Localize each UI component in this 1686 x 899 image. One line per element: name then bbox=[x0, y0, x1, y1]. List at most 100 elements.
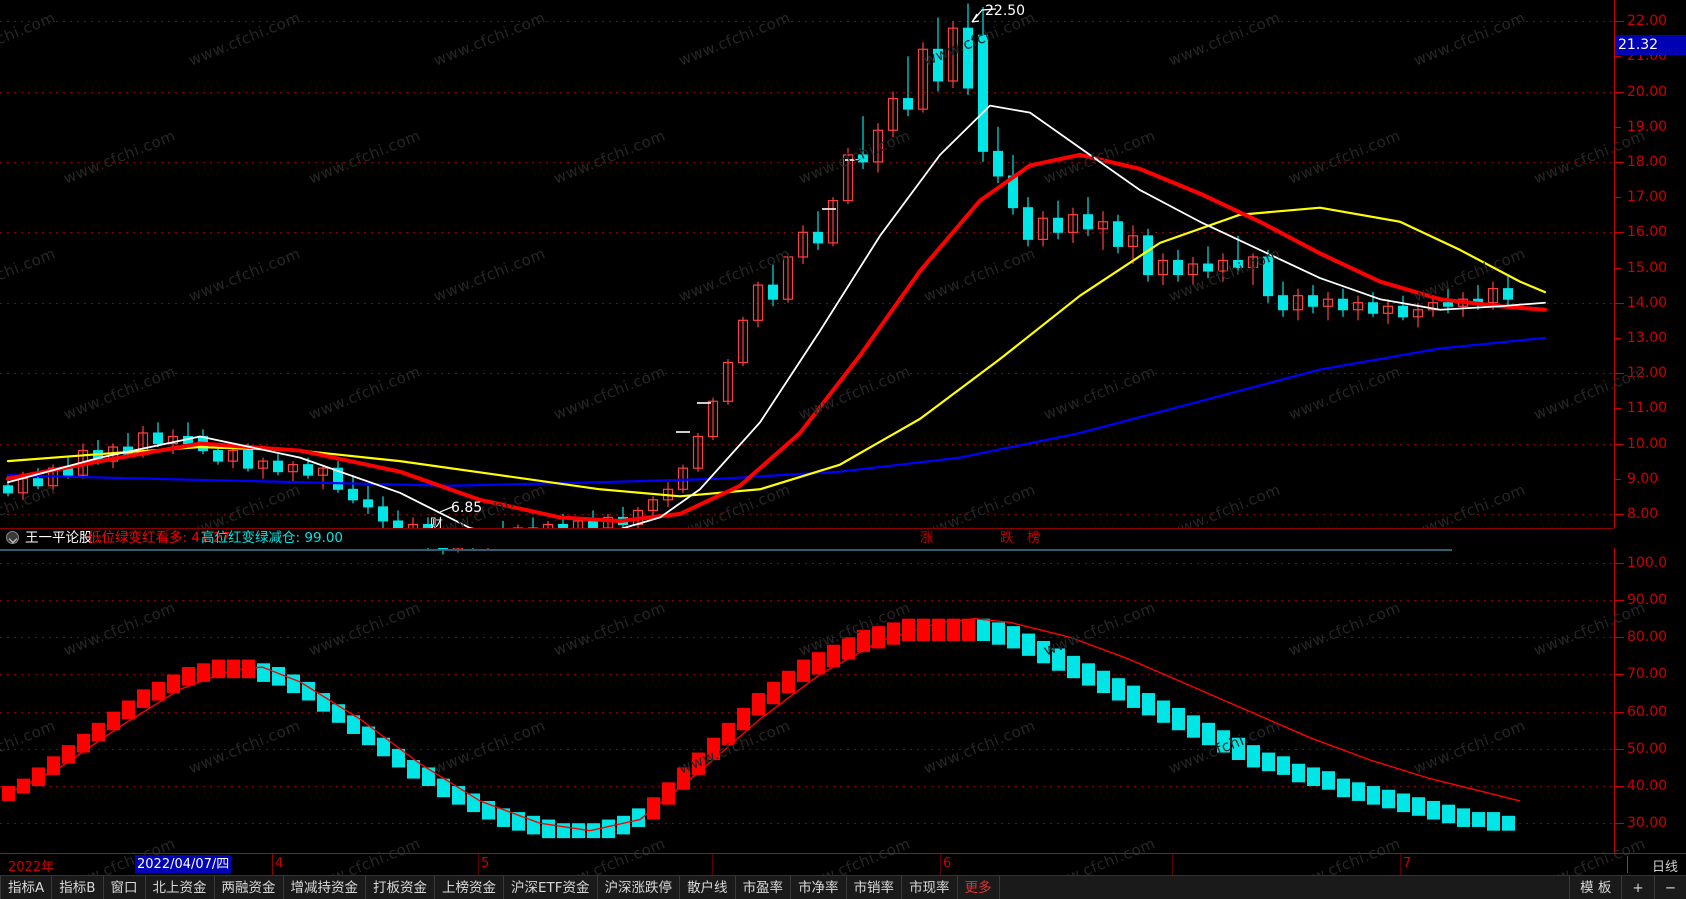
price-axis-label: 13.00 bbox=[1627, 329, 1668, 346]
indicator-axis-tick bbox=[1615, 674, 1624, 676]
indicator-expand-toggle[interactable] bbox=[6, 528, 19, 548]
toolbar-item[interactable]: 指标B bbox=[52, 875, 104, 899]
price-axis-tick bbox=[1615, 267, 1621, 269]
indicator-bar bbox=[287, 674, 300, 694]
header-separator bbox=[0, 528, 1614, 529]
toolbar-item[interactable]: 打板资金 bbox=[366, 875, 436, 899]
indicator-bar bbox=[1262, 752, 1275, 772]
indicator-bar bbox=[707, 737, 720, 761]
bullish-label: 低位绿变红看多: bbox=[88, 530, 188, 546]
toolbar-item[interactable]: 增减持资金 bbox=[284, 875, 367, 899]
rank-word-fall[interactable]: 跌 bbox=[1000, 530, 1014, 546]
indicator-axis-tick bbox=[1615, 562, 1624, 564]
candle-body bbox=[947, 27, 959, 82]
candle-body bbox=[1053, 217, 1063, 233]
indicator-bar bbox=[737, 707, 750, 731]
toolbar-item[interactable]: 市销率 bbox=[847, 875, 903, 899]
indicator-bar bbox=[1397, 793, 1410, 813]
candle-body bbox=[1263, 256, 1273, 297]
date-cursor-label: 2022/04/07/四 bbox=[135, 855, 232, 874]
indicator-bar bbox=[1082, 663, 1095, 686]
price-gridline bbox=[0, 21, 1614, 23]
indicator-header-bar[interactable]: 王一平论股 低位绿变红看多: 41.27 高位红变绿减仓: 99.00 涨 跌 … bbox=[0, 528, 1686, 548]
price-cursor-readout: 21.32 bbox=[1615, 35, 1686, 56]
zoom-out-button[interactable]: − bbox=[1653, 875, 1686, 899]
indicator-bar bbox=[1277, 756, 1290, 775]
indicator-bar bbox=[887, 622, 900, 645]
toolbar-item[interactable]: 上榜资金 bbox=[435, 875, 505, 899]
indicator-bar bbox=[1247, 745, 1260, 768]
low-pointer-icon bbox=[439, 506, 453, 513]
bottom-toolbar[interactable]: 指标A 指标B 窗口 北上资金 两融资金 增减持资金 打板资金 上榜资金 沪深ETF资金 沪深涨跌… bbox=[0, 875, 1686, 899]
price-axis-tick bbox=[1615, 232, 1624, 234]
indicator-bar bbox=[1307, 767, 1320, 787]
date-axis[interactable]: 2022年 4 5 6 7 2022/04/07/四 日线 bbox=[0, 853, 1686, 876]
candle-body bbox=[933, 48, 943, 82]
rank-word-rise[interactable]: 涨 bbox=[920, 530, 934, 546]
period-label[interactable]: 日线 bbox=[1651, 860, 1678, 875]
indicator-bar bbox=[452, 786, 465, 805]
low-price-label: 6.85 bbox=[451, 500, 483, 516]
indicator-bar bbox=[527, 815, 540, 835]
indicator-bar bbox=[392, 748, 405, 768]
indicator-bar bbox=[1427, 800, 1440, 820]
indicator-axis-label: 40.00 bbox=[1627, 778, 1668, 795]
candle-body bbox=[1503, 288, 1513, 300]
indicator-bar bbox=[1337, 778, 1350, 798]
rank-word-board[interactable]: 榜 bbox=[1027, 530, 1041, 546]
indicator-chart-panel[interactable] bbox=[0, 548, 1614, 853]
indicator-bar bbox=[1127, 685, 1140, 708]
candle-body bbox=[1143, 235, 1153, 276]
low-price-annotation: 6.85 bbox=[451, 500, 482, 516]
toolbar-item[interactable]: 沪深ETF资金 bbox=[504, 875, 598, 899]
indicator-bar bbox=[1037, 640, 1050, 664]
toolbar-item[interactable]: 市盈率 bbox=[736, 875, 792, 899]
price-axis[interactable]: 22.00 21.00 20.00 19.00 18.00 17.00 16.00 15.00… bbox=[1614, 0, 1686, 528]
price-axis-tick bbox=[1615, 21, 1624, 23]
indicator-gridline bbox=[0, 562, 1614, 564]
indicator-bar bbox=[1097, 670, 1110, 694]
candle-body bbox=[1157, 259, 1169, 276]
indicator-gridline bbox=[0, 637, 1614, 639]
zoom-in-button[interactable]: + bbox=[1621, 875, 1653, 899]
toolbar-item[interactable]: 北上资金 bbox=[146, 875, 215, 899]
chevron-circle-icon[interactable] bbox=[6, 531, 19, 544]
candle-body bbox=[1278, 295, 1288, 311]
price-axis-tick bbox=[1615, 56, 1621, 58]
candle-body bbox=[257, 460, 269, 469]
indicator-bar bbox=[1292, 763, 1305, 783]
indicator-axis-tick bbox=[1615, 748, 1624, 750]
toolbar-items: 指标A 指标B 窗口 北上资金 两融资金 增减持资金 打板资金 上榜资金 沪深ETF资金 沪深涨跌… bbox=[0, 875, 1000, 899]
candle-body bbox=[33, 478, 43, 487]
toolbar-item[interactable]: 沪深涨跌停 bbox=[598, 875, 681, 899]
indicator-bar bbox=[1217, 730, 1230, 753]
indicator-axis[interactable]: 100.0 90.00 80.00 70.00 60.00 50.00 40.00 30.00 bbox=[1614, 548, 1686, 853]
toolbar-item[interactable]: 窗口 bbox=[104, 875, 146, 899]
date-minor-tick bbox=[1172, 854, 1173, 876]
price-axis-tick bbox=[1615, 161, 1624, 163]
price-axis-label: 9.00 bbox=[1627, 470, 1659, 487]
toolbar-more-button[interactable]: 更多 bbox=[958, 875, 1000, 899]
candle-body bbox=[1127, 235, 1139, 247]
candle-body bbox=[842, 154, 854, 202]
toolbar-item[interactable]: 两融资金 bbox=[215, 875, 284, 899]
candle-body bbox=[768, 284, 778, 300]
indicator-axis-label: 80.00 bbox=[1627, 629, 1668, 646]
indicator-bar bbox=[122, 700, 135, 720]
template-button[interactable]: 模 板 bbox=[1569, 875, 1621, 899]
candle-body bbox=[1233, 259, 1243, 269]
indicator-bar bbox=[977, 618, 990, 641]
candle-body bbox=[588, 520, 598, 529]
price-chart-panel[interactable] bbox=[0, 0, 1614, 555]
candle-body bbox=[1427, 302, 1439, 311]
toolbar-item[interactable]: 散户线 bbox=[680, 875, 736, 899]
indicator-bar bbox=[902, 618, 915, 641]
indicator-bar bbox=[302, 681, 315, 701]
indicator-bar bbox=[1367, 786, 1380, 805]
toolbar-item[interactable]: 指标A bbox=[0, 875, 53, 899]
toolbar-item[interactable]: 市净率 bbox=[791, 875, 847, 899]
indicator-bar bbox=[1202, 722, 1215, 746]
toolbar-item[interactable]: 市现率 bbox=[902, 875, 958, 899]
price-axis-tick bbox=[1615, 478, 1621, 480]
candle-body bbox=[707, 400, 719, 438]
